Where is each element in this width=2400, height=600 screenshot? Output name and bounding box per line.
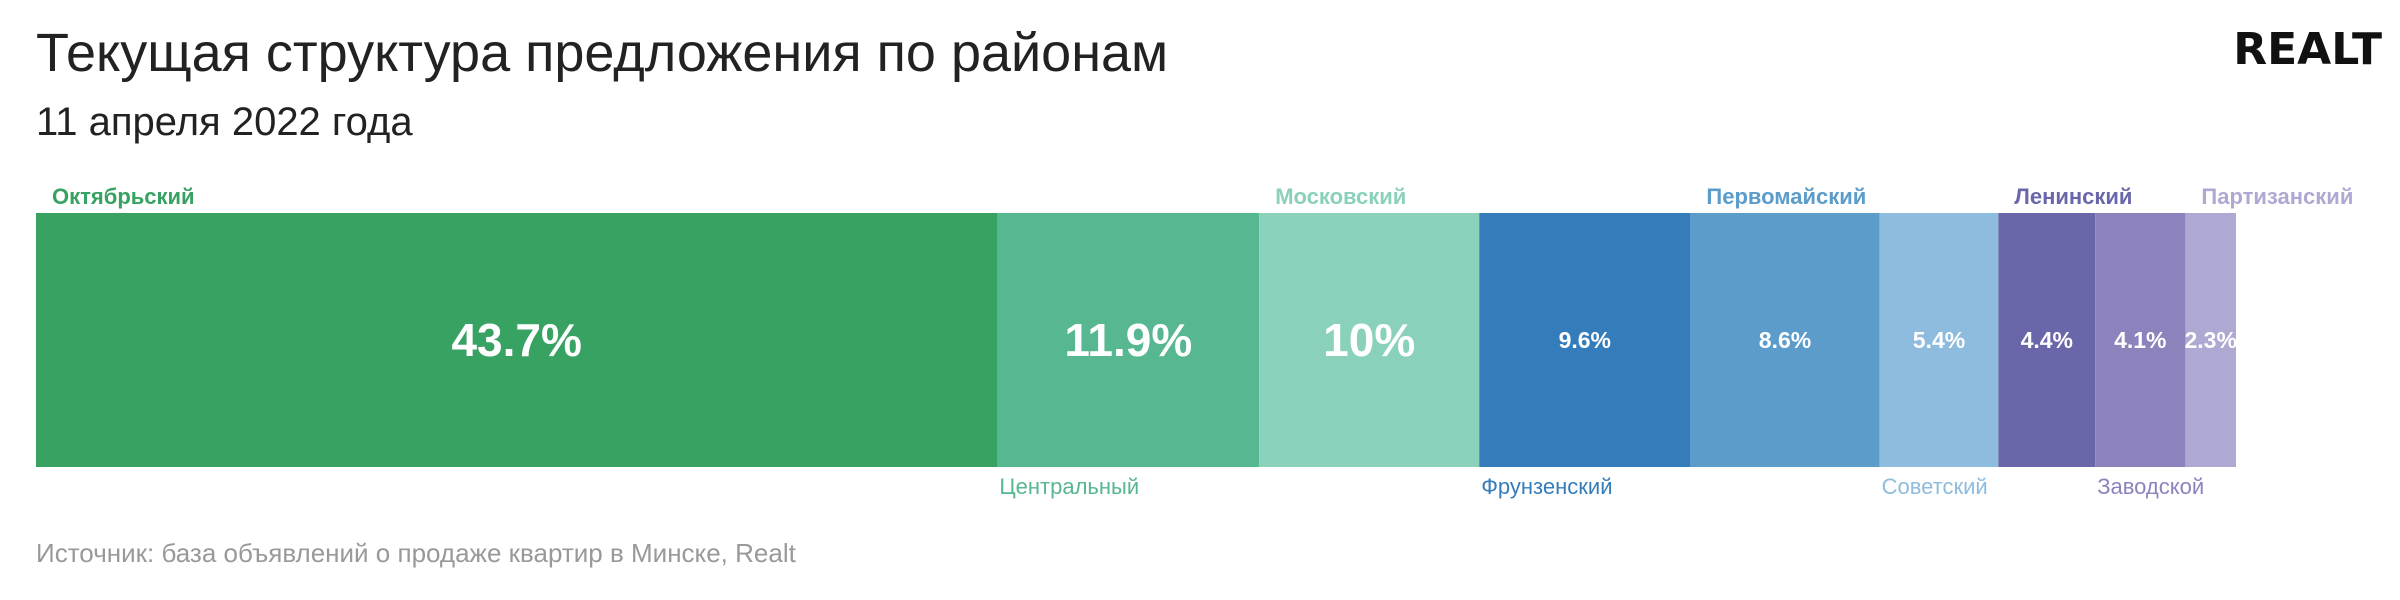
value-label-8: 4.1% bbox=[2114, 327, 2166, 353]
bar-segment-6 bbox=[1879, 213, 1999, 467]
value-label-2: 11.9% bbox=[1064, 314, 1192, 366]
bar-segment-2 bbox=[997, 213, 1260, 467]
bar-segment-1 bbox=[36, 213, 998, 467]
bar-segments bbox=[36, 213, 2236, 467]
bar-segment-3 bbox=[1259, 213, 1480, 467]
value-label-5: 8.6% bbox=[1759, 327, 1811, 353]
value-label-3: 10% bbox=[1323, 314, 1415, 366]
value-label-6: 5.4% bbox=[1913, 327, 1965, 353]
bar-segment-8 bbox=[2095, 213, 2186, 467]
bar-segment-7 bbox=[1998, 213, 2096, 467]
category-label-8: Заводской bbox=[2097, 474, 2204, 499]
realt-logo: REALT bbox=[2233, 24, 2382, 72]
chart-title: Текущая структура предложения по районам bbox=[36, 23, 1169, 83]
source-note: Источник: база объявлений о продаже квар… bbox=[36, 538, 796, 568]
category-label-6: Советский bbox=[1882, 474, 1988, 499]
category-label-1: Октябрьский bbox=[52, 184, 195, 209]
logo-text: REALT bbox=[2233, 24, 2382, 72]
category-label-9: Партизанский bbox=[2201, 184, 2353, 209]
value-label-7: 4.4% bbox=[2021, 327, 2073, 353]
value-label-4: 9.6% bbox=[1559, 327, 1611, 353]
category-label-3: Московский bbox=[1275, 184, 1406, 209]
chart-subtitle: 11 апреля 2022 года bbox=[36, 100, 413, 144]
bar-segment-4 bbox=[1479, 213, 1691, 467]
value-label-1: 43.7% bbox=[451, 314, 581, 366]
value-label-9: 2.3% bbox=[2184, 327, 2236, 353]
category-label-5: Первомайский bbox=[1706, 184, 1866, 209]
category-labels: Октябрьский Центральный Московский Фрунзенс… bbox=[52, 184, 2353, 499]
bar-segment-9 bbox=[2185, 213, 2236, 467]
category-label-7: Ленинский bbox=[2014, 184, 2132, 209]
category-label-2: Центральный bbox=[999, 474, 1139, 499]
category-label-4: Фрунзенский bbox=[1481, 474, 1612, 499]
bar-segment-5 bbox=[1690, 213, 1880, 467]
value-labels: 43.7% 11.9% 10% 9.6% 8.6% 5.4% 4.4% 4.1% 2.3% bbox=[451, 314, 2236, 366]
